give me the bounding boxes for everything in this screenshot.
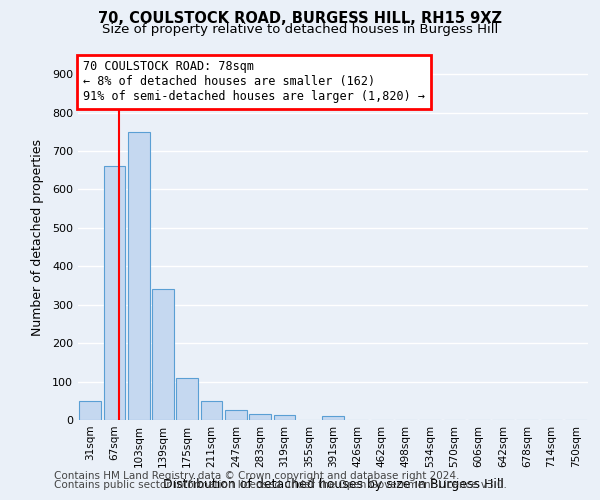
Text: 70 COULSTOCK ROAD: 78sqm
← 8% of detached houses are smaller (162)
91% of semi-d: 70 COULSTOCK ROAD: 78sqm ← 8% of detache…	[83, 60, 425, 104]
Bar	[79, 401, 101, 420]
Text: Contains HM Land Registry data © Crown copyright and database right 2024.: Contains HM Land Registry data © Crown c…	[54, 471, 460, 481]
Text: Contains public sector information licensed under the Open Government Licence v3: Contains public sector information licen…	[54, 480, 507, 490]
Bar	[176, 378, 198, 420]
Bar	[322, 416, 344, 420]
Bar	[152, 290, 174, 420]
Bar	[200, 401, 223, 420]
Bar	[128, 132, 149, 420]
Bar	[274, 416, 295, 420]
Bar	[249, 414, 271, 420]
Text: Size of property relative to detached houses in Burgess Hill: Size of property relative to detached ho…	[102, 24, 498, 36]
Y-axis label: Number of detached properties: Number of detached properties	[31, 139, 44, 336]
Bar	[104, 166, 125, 420]
X-axis label: Distribution of detached houses by size in Burgess Hill: Distribution of detached houses by size …	[163, 478, 503, 491]
Bar	[225, 410, 247, 420]
Text: 70, COULSTOCK ROAD, BURGESS HILL, RH15 9XZ: 70, COULSTOCK ROAD, BURGESS HILL, RH15 9…	[98, 11, 502, 26]
